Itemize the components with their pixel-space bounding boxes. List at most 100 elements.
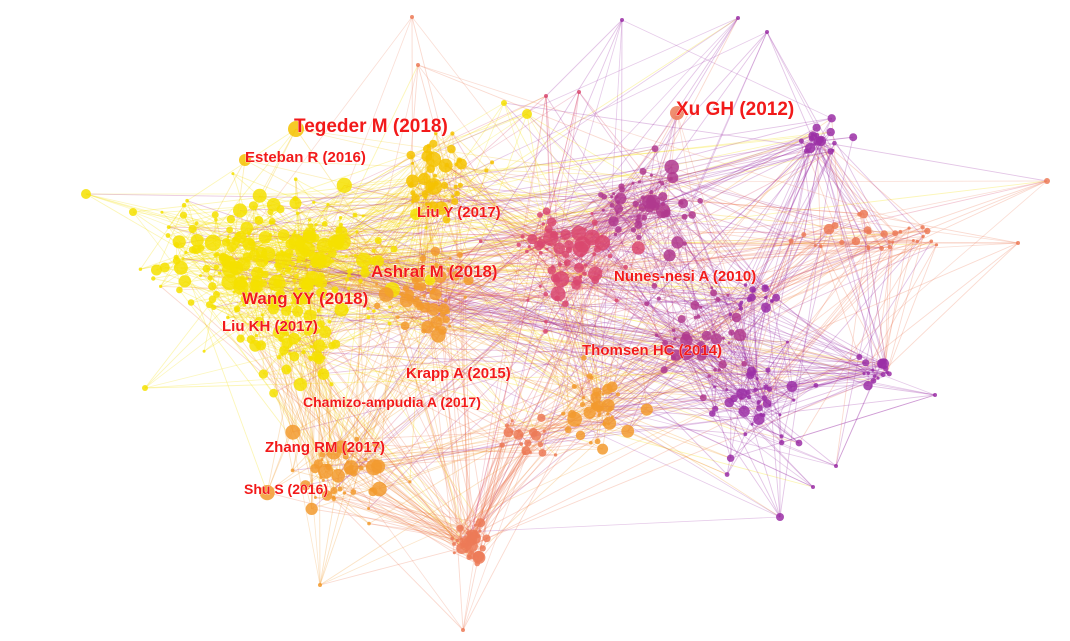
network-edge	[267, 492, 458, 541]
network-node	[236, 334, 245, 343]
network-node	[527, 234, 538, 245]
network-edge	[303, 259, 316, 348]
network-node	[319, 476, 323, 480]
network-edge	[672, 177, 885, 235]
network-node	[292, 195, 298, 202]
network-edge	[557, 180, 1048, 295]
network-edge	[528, 246, 553, 271]
network-node	[421, 190, 429, 198]
network-edge	[333, 490, 370, 524]
network-edge	[653, 141, 819, 207]
network-edge	[356, 438, 472, 547]
network-node	[612, 192, 616, 196]
network-edge	[540, 213, 864, 254]
network-edge	[730, 240, 857, 315]
network-edge	[765, 236, 924, 388]
network-node	[240, 221, 254, 235]
network-edge	[319, 492, 345, 586]
network-node	[353, 253, 358, 257]
network-node	[594, 438, 601, 445]
network-edge	[480, 113, 528, 242]
network-node	[615, 226, 622, 233]
network-edge	[541, 207, 643, 244]
network-node	[430, 246, 440, 256]
network-edge	[451, 443, 522, 539]
network-edge	[372, 64, 419, 262]
network-edge	[297, 185, 434, 214]
network-edge	[295, 267, 746, 435]
network-edge	[327, 204, 716, 410]
network-edge	[617, 342, 730, 395]
network-edge	[246, 277, 750, 398]
network-node	[190, 234, 204, 247]
network-edge	[676, 354, 794, 401]
network-edge	[699, 200, 753, 290]
network-node	[226, 242, 237, 253]
network-edge	[307, 294, 458, 541]
network-node	[563, 259, 571, 266]
network-edge	[713, 292, 724, 339]
network-edge	[326, 328, 438, 401]
network-node	[290, 468, 295, 473]
network-node	[312, 200, 316, 204]
network-edge	[766, 31, 834, 151]
network-edge	[775, 228, 830, 298]
network-node	[779, 439, 785, 446]
network-node	[313, 459, 323, 469]
network-edge	[574, 354, 692, 387]
network-node	[287, 305, 292, 310]
network-edge	[365, 250, 436, 273]
network-node	[254, 317, 265, 327]
network-edge	[454, 163, 462, 277]
network-edge	[368, 307, 425, 318]
network-edge	[598, 274, 793, 387]
network-edge	[348, 469, 463, 544]
network-edge	[574, 386, 608, 390]
network-node	[700, 345, 706, 351]
network-edge	[766, 31, 817, 128]
network-edge	[711, 287, 713, 414]
network-node	[211, 211, 219, 219]
network-edge	[278, 356, 358, 440]
network-node	[450, 536, 455, 541]
network-node	[257, 267, 263, 273]
network-edge	[459, 247, 882, 529]
network-node	[290, 261, 296, 267]
network-edge	[351, 220, 639, 468]
network-node	[240, 293, 251, 304]
network-node	[620, 18, 624, 22]
network-node	[239, 275, 246, 281]
network-node	[924, 227, 931, 235]
network-edge	[702, 300, 773, 398]
network-edge	[461, 163, 595, 223]
network-edge	[285, 333, 316, 498]
network-node	[188, 224, 197, 234]
network-edge	[341, 259, 365, 310]
network-edge	[292, 326, 428, 471]
network-edge	[348, 276, 403, 289]
network-edge	[820, 245, 860, 358]
network-edge	[642, 170, 672, 180]
network-node	[314, 223, 318, 227]
network-edge	[713, 290, 755, 333]
network-node	[242, 303, 247, 307]
network-edge	[203, 314, 263, 352]
network-node	[442, 215, 451, 224]
network-node	[410, 268, 426, 283]
network-edge	[368, 434, 519, 524]
network-edge	[589, 203, 684, 413]
network-node	[311, 227, 315, 231]
network-edge	[459, 254, 470, 558]
network-edge	[295, 128, 356, 216]
network-node	[234, 307, 238, 311]
network-edge	[376, 444, 411, 483]
network-node	[426, 288, 431, 292]
network-edge	[326, 422, 610, 467]
network-node	[688, 211, 696, 219]
network-edge	[673, 357, 760, 409]
network-node	[165, 233, 171, 238]
network-node	[726, 454, 735, 462]
network-node	[670, 355, 677, 361]
network-node	[712, 405, 719, 412]
network-edge	[404, 244, 540, 327]
